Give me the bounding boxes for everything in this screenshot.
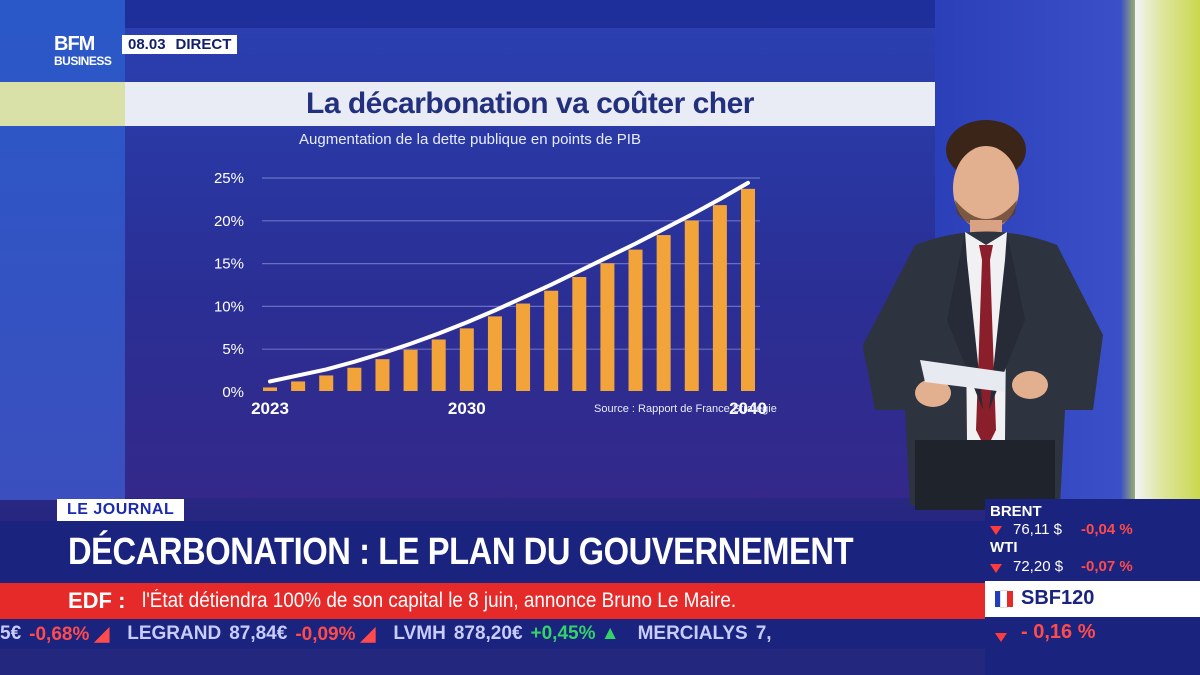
trend-line bbox=[268, 180, 750, 384]
title-band-left bbox=[0, 82, 125, 126]
ticker-item: 5€ -0,68% ◢ bbox=[0, 623, 109, 646]
brent-down-arrow-icon bbox=[990, 526, 1002, 535]
y-tick-label: 5% bbox=[222, 341, 244, 358]
ticker-change: -0,09% ◢ bbox=[295, 623, 376, 645]
bar-2037 bbox=[656, 235, 671, 391]
flash-bar: EDF : l'État détiendra 100% de son capit… bbox=[0, 583, 985, 619]
bar-2034 bbox=[572, 277, 587, 391]
program-tag: LE JOURNAL bbox=[57, 499, 185, 521]
market-panel: BRENT 76,11 $ -0,04 % WTI 72,20 $ -0,07 … bbox=[985, 499, 1200, 675]
ticker-item: LVMH 878,20€ +0,45% ▲ bbox=[393, 623, 619, 645]
flash-text: l'État détiendra 100% de son capital le … bbox=[142, 589, 737, 612]
bar-2026 bbox=[347, 367, 362, 391]
flash-key: EDF : bbox=[68, 588, 126, 613]
wti-name: WTI bbox=[990, 539, 1018, 556]
bar-2025 bbox=[319, 375, 334, 391]
presenter bbox=[863, 120, 1103, 510]
french-flag-icon bbox=[995, 590, 1013, 608]
broadcast-time: 08.03 bbox=[128, 36, 166, 53]
trend-line-layer bbox=[268, 180, 750, 384]
y-tick-label: 10% bbox=[214, 298, 244, 315]
bar-2035 bbox=[600, 263, 615, 391]
market-brent: BRENT 76,11 $ -0,04 % bbox=[985, 501, 1200, 541]
index-down-arrow-icon bbox=[995, 633, 1007, 642]
ticker-change: +0,45% ▲ bbox=[530, 623, 620, 644]
bar-2039 bbox=[712, 205, 727, 391]
chart-source: Source : Rapport de France Stratégie bbox=[594, 403, 777, 415]
ticker-name: MERCIALYS bbox=[637, 623, 748, 644]
chart-title: La décarbonation va coûter cher bbox=[306, 87, 754, 120]
ticker-name: LVMH bbox=[393, 623, 446, 644]
wti-down-arrow-icon bbox=[990, 564, 1002, 573]
ticker-price: 7, bbox=[755, 623, 772, 644]
y-tick-label: 15% bbox=[214, 256, 244, 273]
ticker-change: -0,68% ◢ bbox=[29, 623, 110, 645]
logo-main: BFM bbox=[54, 33, 95, 55]
live-time-box: 08.03 DIRECT bbox=[122, 35, 238, 54]
wti-value: 72,20 $ bbox=[1013, 558, 1064, 575]
index-label-box: SBF120 bbox=[985, 581, 1200, 617]
market-wti: WTI 72,20 $ -0,07 % bbox=[985, 539, 1200, 581]
bar-2032 bbox=[516, 303, 531, 391]
x-axis-ticks: 2023 2030 2040 bbox=[251, 399, 767, 418]
stock-ticker: 5€ -0,68% ◢ LEGRAND 87,84€ -0,09% ◢ LVMH 878,2… bbox=[0, 619, 985, 649]
headline-text: DÉCARBONATION : LE PLAN DU GOUVERNEMENT bbox=[68, 531, 854, 573]
bottom-band bbox=[0, 649, 985, 675]
bar-2023 bbox=[263, 387, 277, 391]
brent-value: 76,11 $ bbox=[1013, 521, 1062, 538]
ticker-name: LEGRAND bbox=[127, 623, 222, 644]
ticker-item: LEGRAND 87,84€ -0,09% ◢ bbox=[127, 623, 375, 646]
bar-2029 bbox=[431, 339, 446, 391]
ticker-item: MERCIALYS 7, bbox=[638, 623, 772, 645]
ticker-price: 878,20€ bbox=[453, 623, 523, 644]
bar-2040 bbox=[741, 188, 755, 391]
bar-2027 bbox=[375, 359, 390, 391]
bar-2038 bbox=[684, 220, 699, 391]
bar-2031 bbox=[487, 316, 502, 391]
y-tick-label: 25% bbox=[214, 170, 244, 187]
index-change: - 0,16 % bbox=[1021, 621, 1096, 643]
brent-change: -0,04 % bbox=[1081, 521, 1133, 538]
headline-bar: DÉCARBONATION : LE PLAN DU GOUVERNEMENT bbox=[0, 521, 985, 583]
ticker-row: 5€ -0,68% ◢ LEGRAND 87,84€ -0,09% ◢ LVMH 878,2… bbox=[0, 619, 790, 649]
x-tick-label: 2030 bbox=[448, 399, 486, 418]
bar-2036 bbox=[628, 249, 643, 391]
title-band bbox=[0, 82, 935, 126]
index-name: SBF120 bbox=[1021, 587, 1095, 609]
bar-2024 bbox=[291, 381, 306, 391]
live-label: DIRECT bbox=[175, 36, 232, 53]
brent-name: BRENT bbox=[990, 503, 1042, 520]
y-tick-label: 20% bbox=[214, 213, 244, 230]
ticker-price: 87,84€ bbox=[229, 623, 288, 644]
y-tick-label: 0% bbox=[222, 384, 244, 401]
studio-light-stripe bbox=[1135, 0, 1200, 500]
channel-logo: BFM BUSINESS bbox=[54, 34, 118, 74]
bar-2030 bbox=[459, 328, 474, 391]
logo-sub: BUSINESS bbox=[54, 54, 112, 68]
wti-change: -0,07 % bbox=[1081, 558, 1133, 575]
y-axis-ticks: 0% 5% 10% 15% 20% 25% bbox=[214, 170, 244, 401]
bar-2028 bbox=[403, 349, 418, 391]
bar-2033 bbox=[544, 290, 559, 391]
chart-bars bbox=[263, 188, 755, 391]
ticker-price: 5€ bbox=[0, 623, 22, 644]
x-tick-label: 2023 bbox=[251, 399, 289, 418]
chart-subtitle: Augmentation de la dette publique en poi… bbox=[299, 131, 641, 148]
x-tick-label: 2040 bbox=[729, 399, 767, 418]
index-change-box: - 0,16 % bbox=[985, 617, 1200, 657]
